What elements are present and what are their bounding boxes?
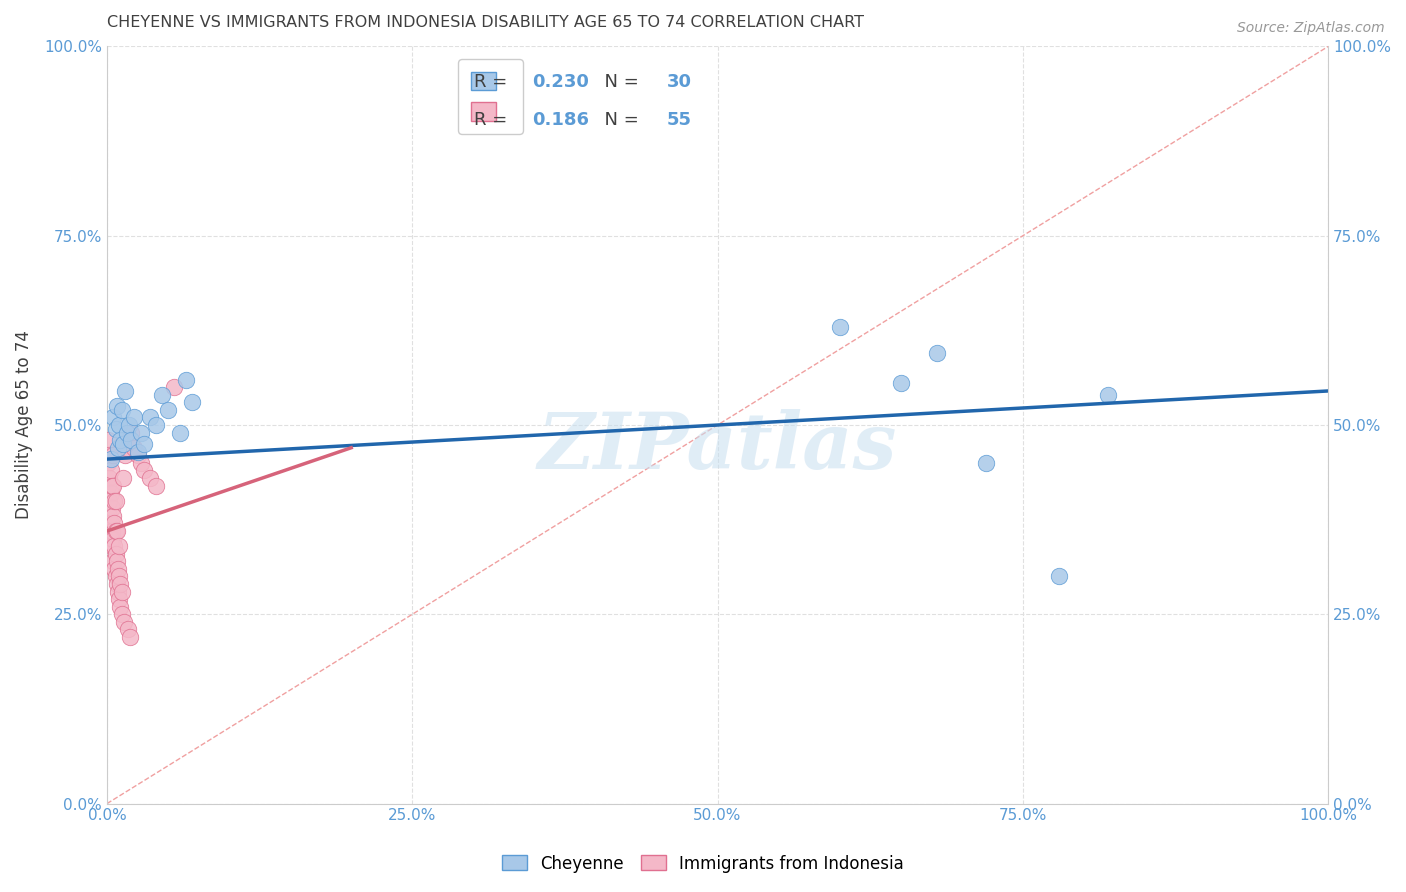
Legend: Cheyenne, Immigrants from Indonesia: Cheyenne, Immigrants from Indonesia (495, 848, 911, 880)
Point (974, 456, 997, 470)
Point (104, 569, 127, 583)
Point (127, 444, 149, 458)
Point (108, 539, 131, 553)
Point (98, 493, 121, 508)
Point (176, 373, 198, 387)
Point (1049, 569, 1071, 583)
Point (104, 524, 127, 538)
Point (1097, 388, 1119, 402)
Point (101, 478, 124, 492)
Point (107, 441, 129, 455)
Point (98, 471, 121, 485)
Point (101, 501, 124, 516)
Point (101, 410, 124, 425)
Point (122, 441, 145, 455)
Point (120, 433, 142, 447)
Point (157, 403, 180, 417)
Point (101, 448, 124, 462)
Point (97, 456, 120, 470)
Point (122, 410, 145, 425)
Point (104, 493, 127, 508)
Point (101, 478, 124, 492)
Point (138, 410, 160, 425)
Point (100, 486, 122, 500)
Point (890, 376, 912, 391)
Text: R =: R = (474, 112, 513, 129)
Text: 55: 55 (666, 112, 692, 129)
Point (103, 516, 125, 531)
Point (118, 433, 141, 447)
Point (118, 417, 141, 432)
Point (828, 319, 851, 334)
Point (100, 532, 122, 546)
Point (114, 384, 136, 398)
Point (145, 478, 167, 492)
Point (108, 417, 131, 432)
Point (108, 569, 131, 583)
Text: N =: N = (593, 112, 645, 129)
Point (129, 425, 152, 440)
Point (145, 417, 167, 432)
Point (101, 554, 124, 568)
Point (927, 346, 949, 360)
Point (98, 508, 121, 523)
Text: N =: N = (593, 73, 645, 92)
Point (104, 422, 127, 436)
Text: 0.230: 0.230 (533, 73, 589, 92)
Point (181, 395, 204, 409)
Point (111, 437, 134, 451)
Point (107, 562, 129, 576)
Text: 0.186: 0.186 (533, 112, 589, 129)
Point (138, 471, 160, 485)
Point (104, 547, 127, 561)
Legend: , : , (458, 59, 523, 134)
Point (115, 425, 138, 440)
Point (115, 441, 138, 455)
Point (111, 584, 134, 599)
Point (163, 380, 186, 394)
Point (114, 448, 136, 462)
Point (97, 433, 120, 447)
Point (103, 562, 125, 576)
Point (169, 425, 191, 440)
Point (111, 471, 134, 485)
Point (132, 437, 155, 451)
Point (101, 508, 124, 523)
Point (112, 615, 135, 629)
Point (100, 463, 122, 477)
Point (132, 463, 155, 477)
Point (127, 448, 149, 462)
Text: ZIPatlas: ZIPatlas (538, 409, 897, 486)
Point (110, 599, 132, 614)
Point (105, 577, 128, 591)
Point (100, 452, 122, 467)
Point (110, 577, 132, 591)
Point (97, 478, 120, 492)
Point (129, 456, 152, 470)
Point (150, 388, 173, 402)
Point (103, 493, 125, 508)
Point (101, 539, 124, 553)
Point (101, 532, 124, 546)
Point (105, 399, 128, 413)
Point (107, 584, 129, 599)
Point (110, 433, 132, 447)
Point (103, 539, 125, 553)
Point (105, 524, 128, 538)
Y-axis label: Disability Age 65 to 74: Disability Age 65 to 74 (15, 331, 32, 519)
Point (117, 623, 139, 637)
Text: R =: R = (474, 73, 513, 92)
Point (111, 403, 134, 417)
Text: Source: ZipAtlas.com: Source: ZipAtlas.com (1237, 21, 1385, 35)
Point (101, 524, 124, 538)
Point (111, 607, 134, 622)
Point (100, 516, 122, 531)
Point (120, 630, 142, 644)
Point (108, 592, 131, 607)
Text: CHEYENNE VS IMMIGRANTS FROM INDONESIA DISABILITY AGE 65 TO 74 CORRELATION CHART: CHEYENNE VS IMMIGRANTS FROM INDONESIA DI… (107, 15, 863, 30)
Point (120, 425, 142, 440)
Point (105, 554, 128, 568)
Text: 30: 30 (666, 73, 692, 92)
Point (98, 448, 121, 462)
